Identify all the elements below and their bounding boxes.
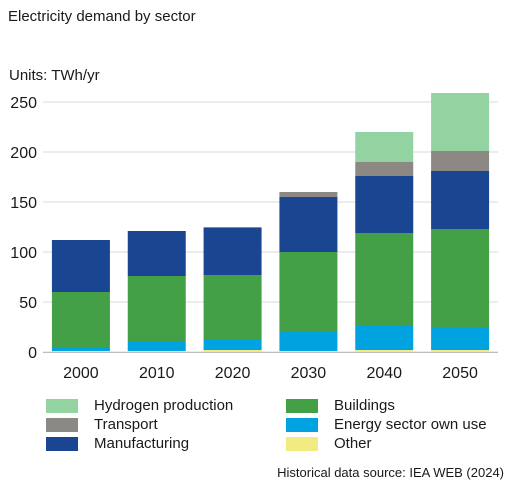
legend-item-hydrogen: Hydrogen production — [46, 397, 233, 414]
legend-label-energy-sector: Energy sector own use — [334, 416, 487, 433]
legend-swatch-other — [286, 436, 318, 451]
legend-swatch-hydrogen — [46, 398, 78, 413]
bar-segment-transport-2050 — [431, 151, 490, 171]
legend-item-energy-sector: Energy sector own use — [286, 416, 487, 433]
legend-item-other: Other — [286, 435, 372, 452]
legend-item-buildings: Buildings — [286, 397, 395, 414]
bar-segment-manufacturing-2010 — [127, 231, 186, 276]
bar-segment-other-2010 — [127, 351, 186, 352]
x-tick-label-2020: 2020 — [215, 365, 251, 382]
stacked-bar-chart: 0 50 100 150 200 250 2000 2010 2020 2030 2040 2050 — [10, 93, 498, 382]
legend-item-transport: Transport — [46, 416, 158, 433]
bar-segment-buildings-2010 — [127, 276, 186, 342]
bar-segment-manufacturing-2030 — [279, 197, 338, 252]
x-tick-label-2050: 2050 — [442, 365, 478, 382]
bar-segment-transport-2020 — [203, 227, 262, 228]
legend-label-hydrogen: Hydrogen production — [94, 397, 234, 414]
bar-segment-other-2040 — [355, 350, 414, 352]
bar-segment-manufacturing-2000 — [51, 240, 110, 292]
bar-segment-energy-sector-own-use-2010 — [127, 342, 186, 351]
bar-segment-energy-sector-own-use-2050 — [431, 328, 490, 350]
source-note: Historical data source: IEA WEB (2024) — [277, 465, 504, 480]
y-tick-label-100: 100 — [10, 245, 37, 262]
bar-segment-hydrogen-production-2040 — [355, 132, 414, 162]
legend-swatch-manufacturing — [46, 436, 78, 451]
units-label: Units: TWh/yr — [9, 67, 100, 84]
x-tick-label-2030: 2030 — [291, 365, 327, 382]
bar-segment-energy-sector-own-use-2020 — [203, 340, 262, 350]
bar-segment-buildings-2020 — [203, 275, 262, 340]
y-tick-label-250: 250 — [10, 95, 37, 112]
chart-title: Electricity demand by sector — [8, 8, 196, 25]
x-tick-label-2010: 2010 — [139, 365, 175, 382]
legend-label-other: Other — [334, 435, 372, 452]
bar-segment-hydrogen-production-2050 — [431, 93, 490, 151]
legend-label-manufacturing: Manufacturing — [94, 435, 190, 452]
bar-segment-other-2050 — [431, 350, 490, 352]
x-tick-label-2000: 2000 — [63, 365, 99, 382]
bar-segment-buildings-2040 — [355, 233, 414, 325]
y-tick-label-150: 150 — [10, 195, 37, 212]
legend-item-manufacturing: Manufacturing — [46, 435, 189, 452]
legend-swatch-buildings — [286, 398, 318, 413]
bar-segment-buildings-2030 — [279, 252, 338, 332]
y-tick-label-0: 0 — [28, 345, 37, 362]
bar-segment-buildings-2000 — [51, 292, 110, 347]
bar-segment-manufacturing-2050 — [431, 171, 490, 229]
bar-segment-energy-sector-own-use-2040 — [355, 325, 414, 350]
legend-swatch-transport — [46, 417, 78, 432]
bar-segment-transport-2040 — [355, 162, 414, 176]
bar-segment-other-2000 — [51, 351, 110, 352]
bar-segment-manufacturing-2040 — [355, 176, 414, 233]
bar-segment-other-2030 — [279, 351, 338, 352]
y-tick-label-50: 50 — [19, 295, 37, 312]
bar-segment-energy-sector-own-use-2000 — [51, 347, 110, 351]
x-tick-label-2040: 2040 — [366, 365, 402, 382]
y-tick-label-200: 200 — [10, 145, 37, 162]
bar-segment-manufacturing-2020 — [203, 228, 262, 275]
bar-segment-other-2020 — [203, 350, 262, 352]
legend-swatch-energy-sector — [286, 417, 318, 432]
bar-segment-energy-sector-own-use-2030 — [279, 332, 338, 351]
bar-segment-transport-2030 — [279, 192, 338, 197]
legend-label-transport: Transport — [94, 416, 158, 433]
bar-segment-buildings-2050 — [431, 229, 490, 328]
legend-label-buildings: Buildings — [334, 397, 395, 414]
